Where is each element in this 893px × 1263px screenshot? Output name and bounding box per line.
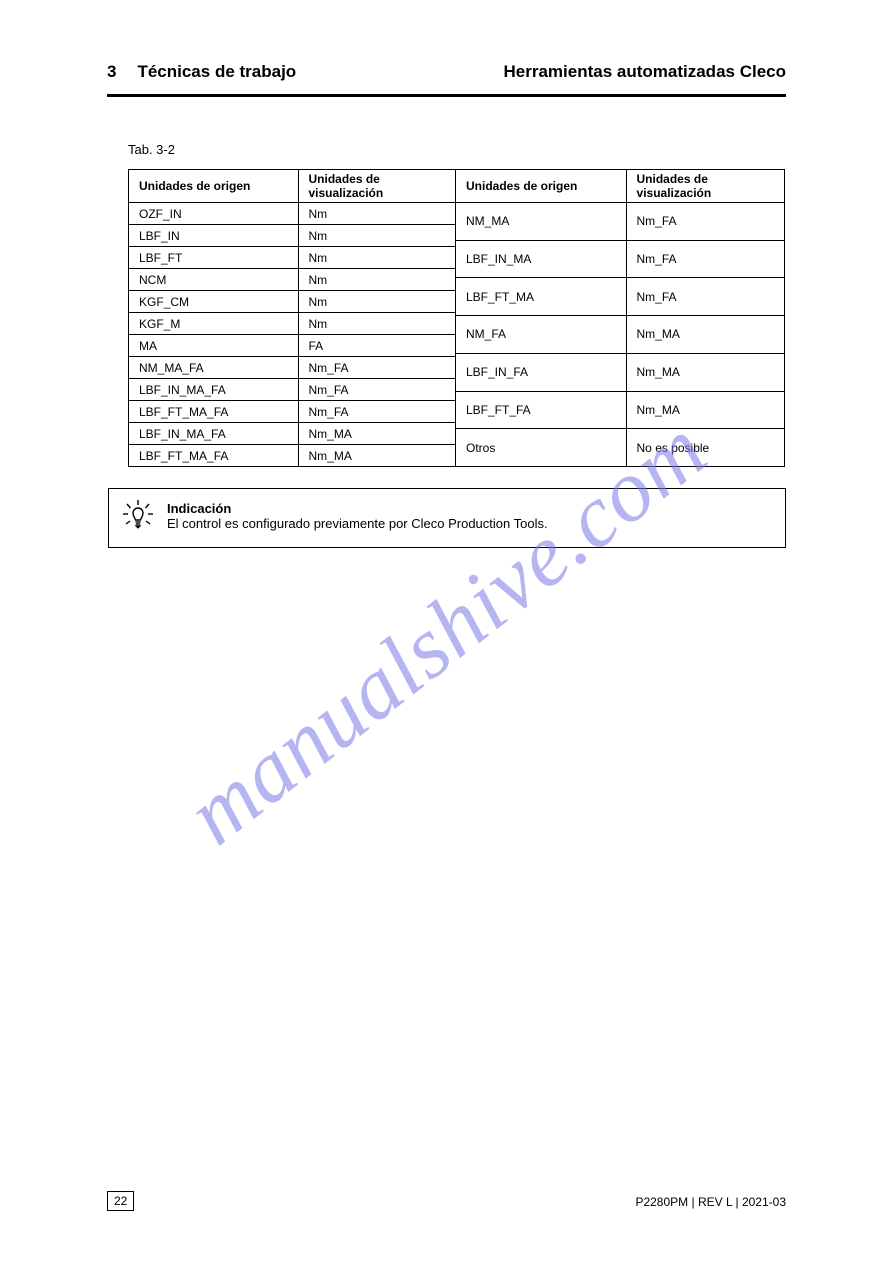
table-cell: FA [298,335,456,357]
conversion-table-left: Unidades de origen Unidades de visualiza… [128,169,456,467]
table-cell: LBF_FT_MA_FA [129,445,299,467]
table-row: NM_FANm_MA [456,316,785,354]
table-cell: Nm [298,247,456,269]
table-cell: Nm_FA [298,379,456,401]
lightbulb-icon [121,499,155,533]
table-cell: LBF_IN [129,225,299,247]
table-cell: KGF_CM [129,291,299,313]
table-row: MAFA [129,335,456,357]
table-row: Unidades de origen Unidades de visualiza… [129,170,456,203]
table-row: KGF_CMNm [129,291,456,313]
table-row: LBF_FTNm [129,247,456,269]
table-row: Unidades de origen Unidades de visualiza… [456,170,785,203]
table-cell: Nm_MA [298,423,456,445]
header-section-number: 3 [107,62,116,82]
table-cell: LBF_FT_FA [456,391,627,429]
table-cell: Nm_MA [626,391,784,429]
col-header: Unidades de origen [456,170,627,203]
table-cell: LBF_FT_MA_FA [129,401,299,423]
table-row: LBF_IN_MA_FANm_FA [129,379,456,401]
table-row: LBF_FT_MANm_FA [456,278,785,316]
table-cell: LBF_IN_MA_FA [129,423,299,445]
table-row: NM_MANm_FA [456,203,785,241]
footer-doc-meta: P2280PM | REV L | 2021-03 [635,1195,786,1209]
table-cell: NCM [129,269,299,291]
table-row: LBF_IN_MANm_FA [456,240,785,278]
table-cell: LBF_IN_MA [456,240,627,278]
header-doc-title: Herramientas automatizadas Cleco [504,62,787,82]
table-cell: Nm [298,291,456,313]
table-cell: Nm_FA [298,401,456,423]
section-title-text: Técnicas de trabajo [137,62,296,81]
table-cell: KGF_M [129,313,299,335]
table-cell: LBF_IN_MA_FA [129,379,299,401]
watermark-text: manualshive.com [168,398,725,864]
table-cell: Nm_MA [298,445,456,467]
table-cell: Nm [298,203,456,225]
table-cell: Nm_FA [626,203,784,241]
table-row: LBF_IN_FANm_MA [456,353,785,391]
table-row: LBF_INNm [129,225,456,247]
tables-wrap: Unidades de origen Unidades de visualiza… [128,169,785,467]
header-section-title: Técnicas de trabajo [128,62,296,82]
table-cell: MA [129,335,299,357]
table-cell: Otros [456,429,627,467]
table-cell: Nm_MA [626,316,784,354]
hint-box: Indicación El control es configurado pre… [108,488,786,548]
table-cell: Nm_MA [626,353,784,391]
col-header: Unidades de visualización [298,170,456,203]
table-cell: LBF_FT [129,247,299,269]
table-row: NCMNm [129,269,456,291]
table-cell: OZF_IN [129,203,299,225]
table-cell: Nm_FA [626,240,784,278]
table-row: OZF_INNm [129,203,456,225]
page-number: 22 [107,1191,134,1211]
hint-label: Indicación [167,501,231,516]
table-cell: NM_FA [456,316,627,354]
table-row: KGF_MNm [129,313,456,335]
table-row: OtrosNo es posible [456,429,785,467]
table-cell: NM_MA [456,203,627,241]
table-cell: Nm_FA [626,278,784,316]
table-row: LBF_IN_MA_FANm_MA [129,423,456,445]
col-header: Unidades de visualización [626,170,784,203]
table-cell: Nm [298,269,456,291]
table-caption: Tab. 3-2 [128,142,175,157]
table-row: LBF_FT_FANm_MA [456,391,785,429]
header-rule [107,94,786,97]
table-cell: NM_MA_FA [129,357,299,379]
hint-body: El control es configurado previamente po… [167,516,548,531]
table-cell: LBF_IN_FA [456,353,627,391]
table-cell: Nm [298,313,456,335]
table-cell: Nm_FA [298,357,456,379]
col-header: Unidades de origen [129,170,299,203]
table-row: LBF_FT_MA_FANm_MA [129,445,456,467]
table-row: NM_MA_FANm_FA [129,357,456,379]
conversion-table-right: Unidades de origen Unidades de visualiza… [455,169,785,467]
table-cell: No es posible [626,429,784,467]
table-cell: Nm [298,225,456,247]
hint-text: Indicación El control es configurado pre… [167,501,548,531]
table-cell: LBF_FT_MA [456,278,627,316]
table-row: LBF_FT_MA_FANm_FA [129,401,456,423]
